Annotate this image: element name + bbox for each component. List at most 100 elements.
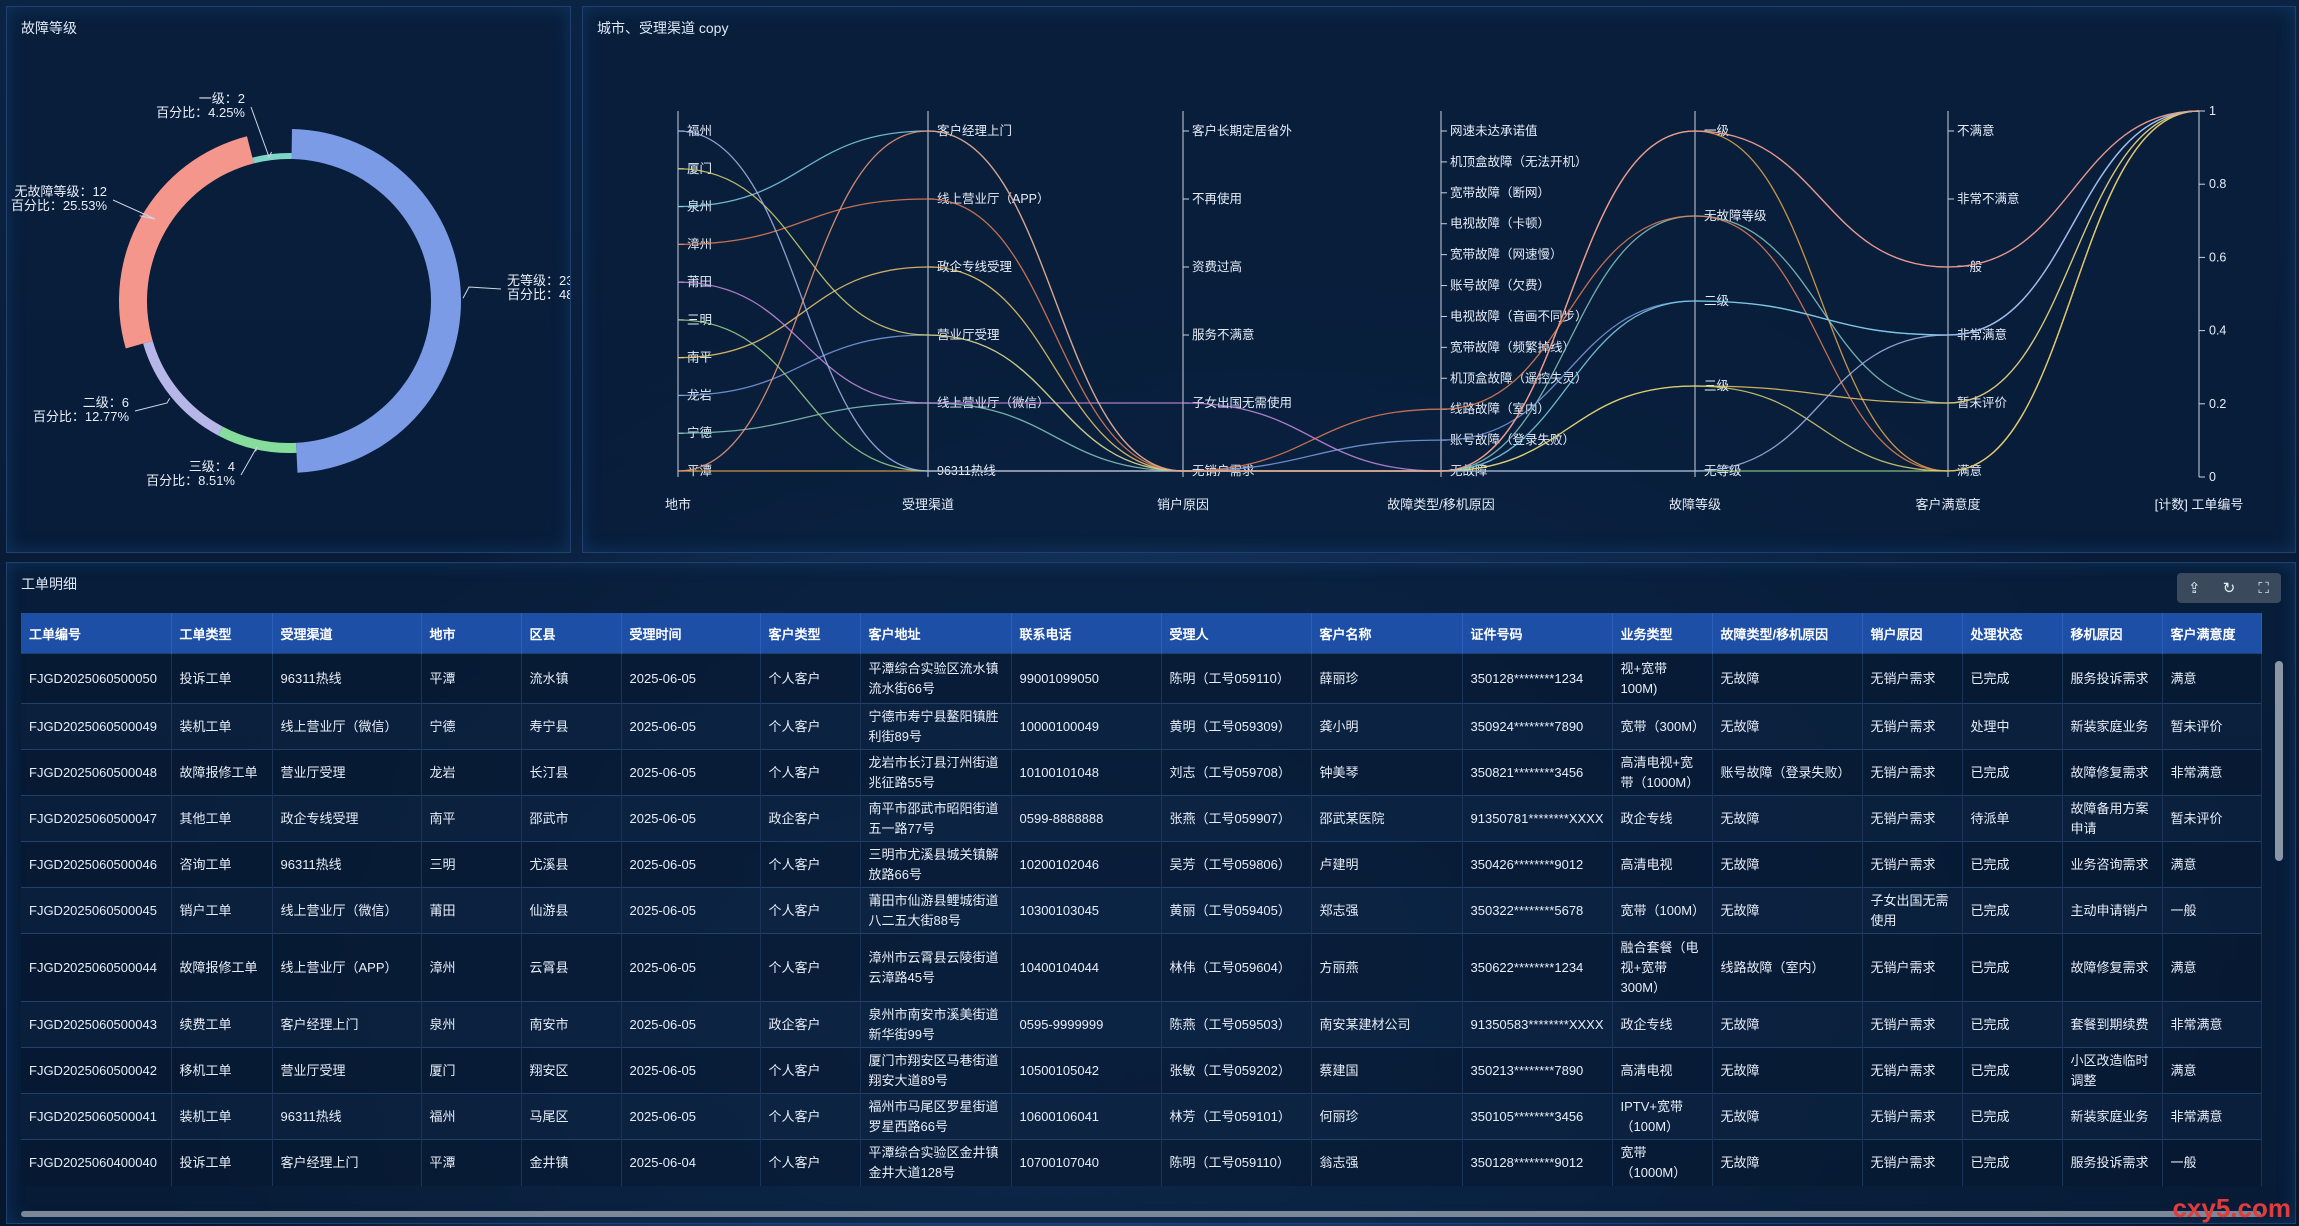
- table-cell: 暂未评价: [2162, 703, 2262, 750]
- table-cell: 小区改造临时调整: [2062, 1047, 2163, 1094]
- table-cell: 无销户需求: [1862, 841, 1963, 888]
- table-cell: 故障报修工单: [171, 933, 273, 1002]
- column-header-18[interactable]: 客户满意度: [2162, 613, 2262, 654]
- table-toolbar: ⇪ ↻ ⛶: [2177, 573, 2281, 603]
- table-cell: 10000100049: [1011, 703, 1162, 750]
- table-cell: 无故障: [1712, 795, 1863, 842]
- column-header-6[interactable]: 受理时间: [621, 613, 761, 654]
- table-cell: 一般: [2162, 1139, 2262, 1186]
- column-header-13[interactable]: 业务类型: [1612, 613, 1713, 654]
- watermark: cxy5.com: [2172, 1193, 2291, 1223]
- table-cell: 泉州市南安市溪美街道新华街99号: [860, 1001, 1012, 1048]
- table-cell: 仙游县: [521, 887, 622, 934]
- table-cell: 装机工单: [171, 703, 273, 750]
- table-cell: 2025-06-05: [621, 703, 761, 750]
- table-cell: 平潭: [421, 1139, 522, 1186]
- column-header-7[interactable]: 客户类型: [760, 613, 861, 654]
- table-cell: 无故障: [1712, 703, 1863, 750]
- axis-tick-label-7-2: 0.8: [2209, 177, 2226, 191]
- table-cell: 0599-8888888: [1011, 795, 1162, 842]
- column-header-16[interactable]: 处理状态: [1962, 613, 2063, 654]
- table-cell: 政企专线: [1612, 795, 1713, 842]
- axis-category-4-3: 宽带故障（断网）: [1450, 185, 1550, 200]
- table-cell: 林芳（工号059101）: [1161, 1093, 1312, 1140]
- column-header-17[interactable]: 移机原因: [2062, 613, 2163, 654]
- table-cell: 线上营业厅（微信）: [272, 887, 422, 934]
- column-header-5[interactable]: 区县: [521, 613, 622, 654]
- work-order-table-panel: 工单明细 ⇪ ↻ ⛶ 工单编号 工单类型 受理渠道 地市 区县 受理时间 客户类型 客户地址联…: [6, 562, 2296, 1224]
- table-cell: 个人客户: [760, 749, 861, 796]
- table-cell: FJGD2025060500048: [21, 749, 172, 796]
- parallel-panel-title: 城市、受理渠道 copy: [597, 20, 729, 36]
- table-cell: 无故障: [1712, 841, 1863, 888]
- table-cell: 莆田: [421, 887, 522, 934]
- table-cell: 主动申请销户: [2062, 887, 2163, 934]
- table-cell: 无销户需求: [1862, 653, 1963, 704]
- refresh-icon[interactable]: ↻: [2222, 580, 2236, 597]
- axis-name-2: 受理渠道: [902, 497, 954, 512]
- table-cell: 政企专线: [1612, 1001, 1713, 1048]
- column-header-12[interactable]: 证件号码: [1462, 613, 1613, 654]
- table-cell: 暂未评价: [2162, 795, 2262, 842]
- table-row[interactable]: FJGD2025060500049 装机工单 线上营业厅（微信） 宁德 寿宁县 2025-…: [21, 703, 2262, 750]
- fullscreen-icon[interactable]: ⛶: [2258, 579, 2269, 597]
- axis-category-2-4: 营业厅受理: [937, 328, 1000, 342]
- table-cell: 2025-06-05: [621, 1047, 761, 1094]
- table-cell: 莆田市仙游县鲤城街道八二五大街88号: [860, 887, 1012, 934]
- export-icon[interactable]: ⇪: [2188, 580, 2201, 597]
- column-header-2[interactable]: 工单类型: [171, 613, 273, 654]
- column-header-14[interactable]: 故障类型/移机原因: [1712, 613, 1863, 654]
- table-cell: 已完成: [1962, 887, 2063, 934]
- column-header-3[interactable]: 受理渠道: [272, 613, 422, 654]
- table-cell: 云霄县: [521, 933, 622, 1002]
- ring-slice-4: [119, 136, 254, 349]
- table-cell: 已完成: [1962, 1001, 2063, 1048]
- parallel-line-9: [677, 110, 2200, 472]
- table-cell: 龙岩: [421, 749, 522, 796]
- table-cell: 个人客户: [760, 933, 861, 1002]
- table-cell: 子女出国无需使用: [1862, 887, 1963, 934]
- table-cell: 个人客户: [760, 841, 861, 888]
- column-header-4[interactable]: 地市: [421, 613, 522, 654]
- table-cell: 装机工单: [171, 1093, 273, 1140]
- ring-label-1: 无等级：23: [507, 273, 570, 288]
- table-cell: 服务投诉需求: [2062, 653, 2163, 704]
- table-cell: 非常满意: [2162, 749, 2262, 796]
- column-header-9[interactable]: 联系电话: [1011, 613, 1162, 654]
- ring-label-line-3: [134, 398, 171, 412]
- ring-label-4: 无故障等级：12: [15, 184, 107, 199]
- table-cell: 陈燕（工号059503）: [1161, 1001, 1312, 1048]
- table-row[interactable]: FJGD2025060500044 故障报修工单 线上营业厅（APP） 漳州 云霄县 20…: [21, 933, 2262, 1002]
- table-row[interactable]: FJGD2025060500047 其他工单 政企专线受理 南平 邵武市 2025-06-…: [21, 795, 2262, 842]
- vertical-scrollbar[interactable]: [2275, 661, 2283, 861]
- table-row[interactable]: FJGD2025060500046 咨询工单 96311热线 三明 尤溪县 2025-06…: [21, 841, 2262, 888]
- column-header-1[interactable]: 工单编号: [21, 613, 172, 654]
- table-row[interactable]: FJGD2025060500048 故障报修工单 营业厅受理 龙岩 长汀县 2025-06…: [21, 749, 2262, 796]
- table-row[interactable]: FJGD2025060500045 销户工单 线上营业厅（微信） 莆田 仙游县 2025-…: [21, 887, 2262, 934]
- table-cell: 尤溪县: [521, 841, 622, 888]
- table-cell: 薛丽珍: [1311, 653, 1463, 704]
- axis-category-4-5: 宽带故障（网速慢）: [1450, 247, 1563, 262]
- column-header-11[interactable]: 客户名称: [1311, 613, 1463, 654]
- ring-label-line-2: [240, 446, 258, 476]
- table-cell: 个人客户: [760, 887, 861, 934]
- table-row[interactable]: FJGD2025060400040 投诉工单 客户经理上门 平潭 金井镇 2025-06-…: [21, 1139, 2262, 1186]
- table-row[interactable]: FJGD2025060500050 投诉工单 96311热线 平潭 流水镇 2025-06…: [21, 653, 2262, 704]
- table-row[interactable]: FJGD2025060500042 移机工单 营业厅受理 厦门 翔安区 2025-06-0…: [21, 1047, 2262, 1094]
- table-cell: 故障报修工单: [171, 749, 273, 796]
- table-row[interactable]: FJGD2025060500043 续费工单 客户经理上门 泉州 南安市 2025-06-…: [21, 1001, 2262, 1048]
- axis-category-6-4: 非常满意: [1957, 327, 2007, 342]
- horizontal-scrollbar[interactable]: [21, 1211, 2261, 1217]
- table-cell: 350105********3456: [1462, 1093, 1613, 1140]
- table-cell: 南平市邵武市昭阳街道五一路77号: [860, 795, 1012, 842]
- table-cell: 个人客户: [760, 703, 861, 750]
- table-row[interactable]: FJGD2025060500041 装机工单 96311热线 福州 马尾区 2025-06…: [21, 1093, 2262, 1140]
- column-header-10[interactable]: 受理人: [1161, 613, 1312, 654]
- column-header-15[interactable]: 销户原因: [1862, 613, 1963, 654]
- table-cell: 销户工单: [171, 887, 273, 934]
- ring-label-3: 二级：6: [83, 395, 129, 410]
- table-cell: 平潭综合实验区流水镇流水街66号: [860, 653, 1012, 704]
- table-cell: 宽带（300M）: [1612, 703, 1713, 750]
- column-header-8[interactable]: 客户地址: [860, 613, 1012, 654]
- axis-tick-label-7-1: 1: [2209, 104, 2216, 118]
